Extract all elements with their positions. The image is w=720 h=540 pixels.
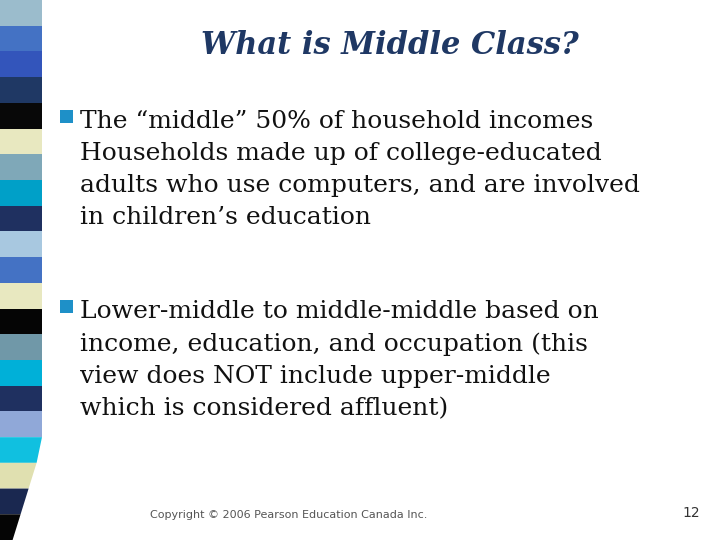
Text: The “middle” 50% of household incomes
Households made up of college-educated
adu: The “middle” 50% of household incomes Ho… bbox=[80, 110, 640, 229]
Polygon shape bbox=[0, 437, 42, 463]
Text: Copyright © 2006 Pearson Education Canada Inc.: Copyright © 2006 Pearson Education Canad… bbox=[150, 510, 428, 520]
Polygon shape bbox=[0, 514, 21, 540]
Polygon shape bbox=[0, 463, 37, 489]
Polygon shape bbox=[0, 129, 42, 154]
Polygon shape bbox=[0, 180, 42, 206]
Polygon shape bbox=[0, 0, 42, 26]
Polygon shape bbox=[0, 103, 42, 129]
Polygon shape bbox=[0, 206, 42, 232]
Polygon shape bbox=[0, 334, 42, 360]
Polygon shape bbox=[0, 51, 42, 77]
Polygon shape bbox=[0, 360, 42, 386]
Polygon shape bbox=[0, 26, 42, 51]
Polygon shape bbox=[0, 283, 42, 308]
Text: Lower-middle to middle-middle based on
income, education, and occupation (this
v: Lower-middle to middle-middle based on i… bbox=[80, 300, 599, 420]
Polygon shape bbox=[0, 411, 42, 437]
Polygon shape bbox=[0, 232, 42, 257]
Bar bbox=[60, 110, 73, 123]
Polygon shape bbox=[0, 154, 42, 180]
Polygon shape bbox=[0, 489, 29, 514]
Text: 12: 12 bbox=[683, 506, 700, 520]
Polygon shape bbox=[0, 308, 42, 334]
Bar bbox=[60, 300, 73, 313]
Polygon shape bbox=[0, 77, 42, 103]
Polygon shape bbox=[0, 257, 42, 283]
Text: What is Middle Class?: What is Middle Class? bbox=[201, 30, 579, 61]
Polygon shape bbox=[0, 386, 42, 411]
